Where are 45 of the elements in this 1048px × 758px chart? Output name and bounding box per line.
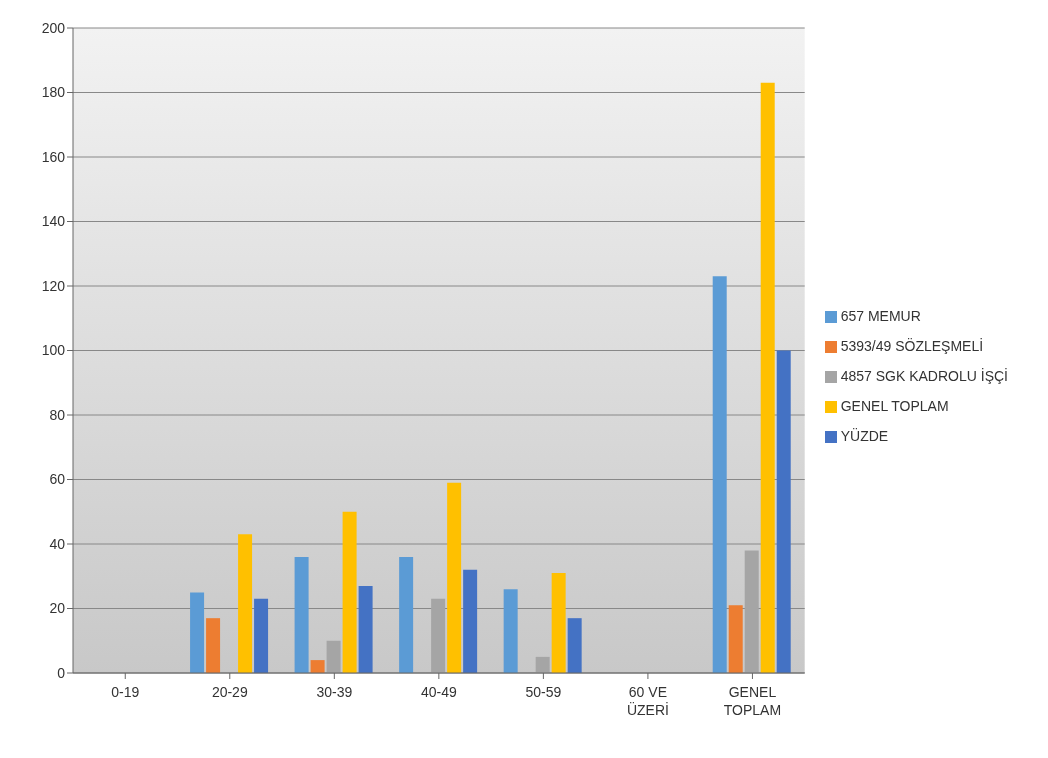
- bar: [503, 589, 518, 673]
- legend-label: YÜZDE: [840, 427, 889, 444]
- x-tick-label: 30-39: [316, 684, 353, 700]
- y-tick-label: 100: [41, 342, 66, 359]
- bar: [358, 585, 373, 673]
- bar: [551, 573, 566, 673]
- bar: [238, 534, 253, 673]
- bar: [760, 82, 775, 673]
- x-tick-label: 50-59: [525, 684, 562, 700]
- bar: [190, 592, 205, 673]
- x-tick-label: 40-49: [420, 684, 457, 700]
- x-tick-label: 0-19: [111, 684, 140, 700]
- bar: [342, 511, 357, 673]
- bar: [254, 598, 269, 673]
- bar: [431, 598, 446, 673]
- y-tick-label: 120: [41, 277, 66, 294]
- bar: [294, 556, 309, 673]
- y-tick-label: 80: [49, 406, 66, 423]
- bar: [535, 656, 550, 673]
- y-tick-label: 160: [41, 148, 66, 165]
- y-tick-label: 200: [41, 19, 66, 36]
- x-tick-label: 20-29: [211, 684, 248, 700]
- bar: [776, 350, 791, 673]
- bar: [447, 482, 462, 673]
- legend-label: 4857 SGK KADROLU İŞÇİ: [840, 367, 1008, 384]
- bar: [310, 660, 325, 673]
- legend-label: GENEL TOPLAM: [840, 397, 949, 414]
- x-tick-label: GENEL TOPLAM: [723, 684, 782, 718]
- y-tick-label: 20: [49, 600, 66, 617]
- legend-label: 657 MEMUR: [840, 307, 921, 324]
- legend-label: 5393/49 SÖZLEŞMELİ: [840, 337, 984, 354]
- bar: [744, 550, 759, 673]
- bar: [728, 605, 743, 673]
- x-tick-label: 60 VE ÜZERİ: [626, 684, 669, 718]
- y-tick-label: 140: [41, 213, 66, 230]
- bar: [567, 618, 582, 673]
- y-tick-label: 0: [57, 664, 66, 681]
- bar: [399, 556, 414, 673]
- y-tick-label: 180: [41, 84, 66, 101]
- y-tick-label: 40: [49, 535, 66, 552]
- bar: [712, 276, 727, 673]
- bar: [206, 618, 221, 673]
- y-tick-label: 60: [49, 471, 66, 488]
- bar: [463, 569, 478, 673]
- bar: [326, 640, 341, 673]
